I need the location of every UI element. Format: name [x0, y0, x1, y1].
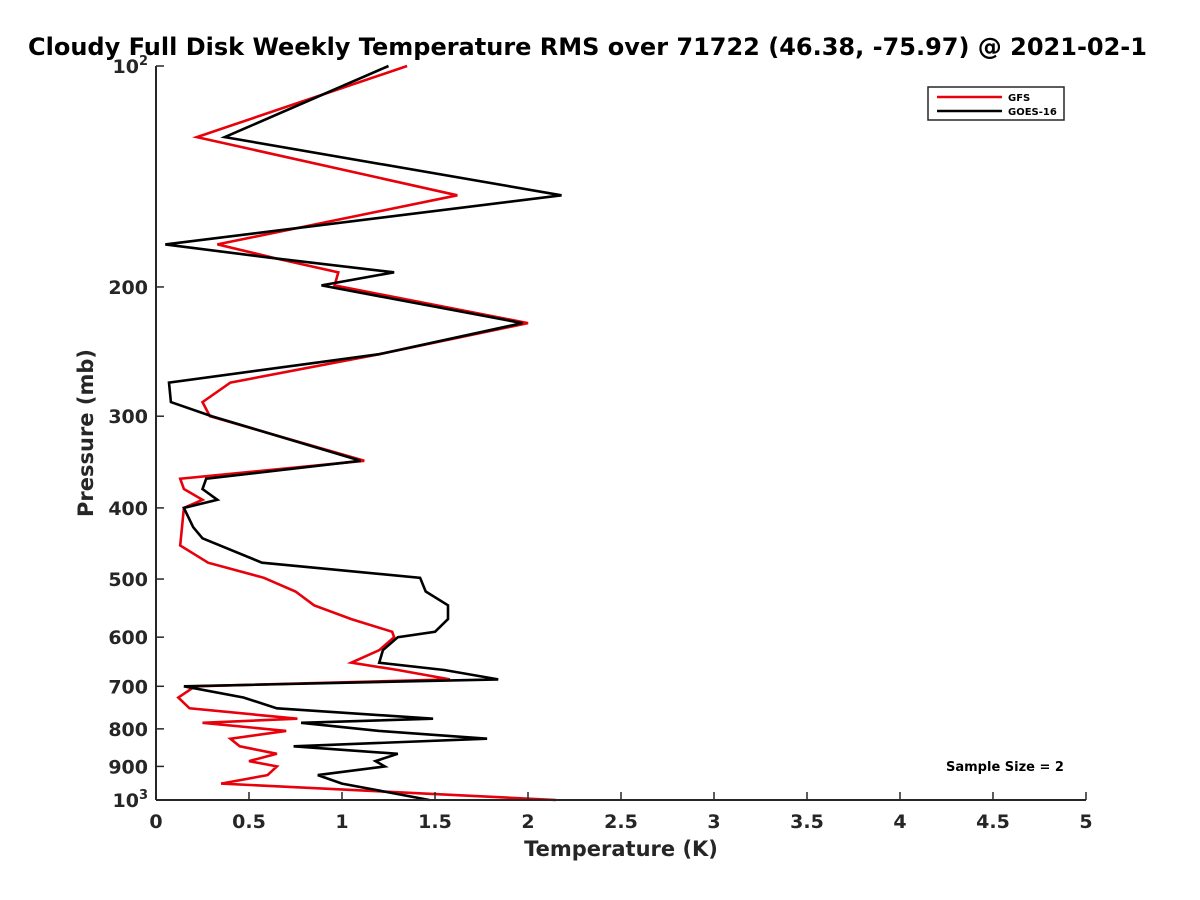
y-tick-exponent: 2: [139, 54, 148, 69]
x-tick-label: 1.5: [418, 811, 452, 833]
x-tick-label: 4: [893, 811, 906, 833]
y-tick-label: 700: [108, 676, 148, 698]
series-line-goes16: [165, 64, 562, 802]
x-tick-label: 1: [335, 811, 348, 833]
y-tick-label: 800: [108, 719, 148, 741]
x-axis-label: Temperature (K): [524, 837, 718, 861]
y-tick-label: 600: [108, 627, 148, 649]
y-tick-label: 400: [108, 498, 148, 520]
y-tick-label: 102: [113, 54, 149, 78]
x-tick-label: 5: [1079, 811, 1092, 833]
x-tick-label: 3.5: [790, 811, 824, 833]
y-tick-label: 500: [108, 569, 148, 591]
y-tick-label: 300: [108, 406, 148, 428]
legend-box: [927, 86, 1065, 121]
x-tick-label: 3: [707, 811, 720, 833]
legend-label-gfs: GFS: [1008, 93, 1030, 104]
y-tick-label: 200: [108, 277, 148, 299]
y-tick-base: 10: [113, 790, 139, 812]
y-tick-base: 10: [113, 56, 139, 78]
sample-size-annotation: Sample Size = 2: [946, 760, 1064, 775]
series-layer: [165, 64, 562, 802]
y-tick-label: 103: [113, 788, 149, 812]
x-tick-label: 2.5: [604, 811, 638, 833]
x-tick-label: 0.5: [232, 811, 266, 833]
series-line-gfs: [176, 64, 556, 802]
legend-label-goes16: GOES-16: [1008, 107, 1057, 118]
y-tick-exponent: 3: [139, 788, 148, 803]
y-axis-label: Pressure (mb): [74, 349, 98, 517]
x-ticks: 0 0.5 1 1.5 2 2.5 3 3.5 4 4.5 5: [149, 792, 1093, 833]
x-tick-label: 0: [149, 811, 162, 833]
y-tick-label: 900: [108, 756, 148, 778]
legend: GFS GOES-16: [927, 86, 1065, 121]
chart-title: Cloudy Full Disk Weekly Temperature RMS …: [28, 33, 1147, 61]
x-tick-label: 4.5: [976, 811, 1010, 833]
x-tick-label: 2: [521, 811, 534, 833]
